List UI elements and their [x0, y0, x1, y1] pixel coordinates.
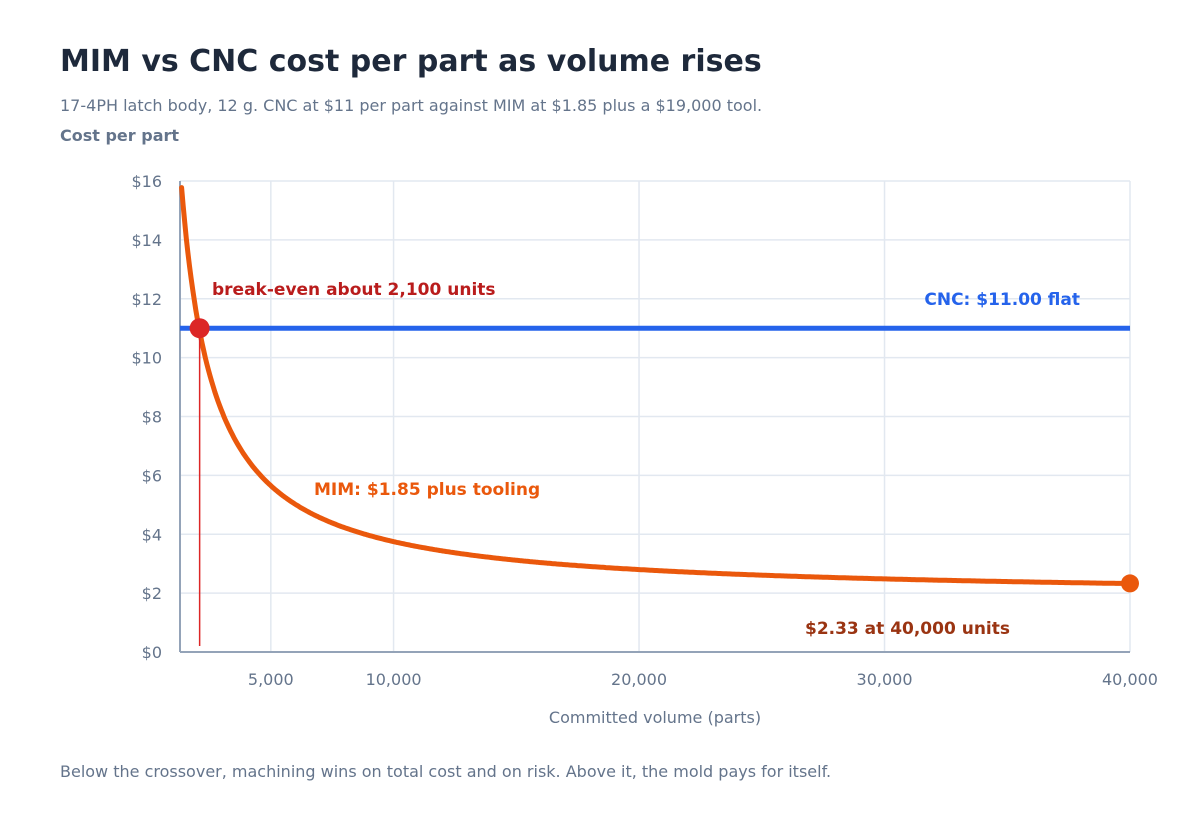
chart-title: MIM vs CNC cost per part as volume rises [60, 44, 762, 79]
y-axis-title: Cost per part [60, 126, 180, 145]
tick-labels: $0 $2 $4 $6 $8 $10 $12 $14 $16 5,000 10,000 20,000 3… [131, 172, 1158, 689]
chart-subtitle: 17-4PH latch body, 12 g. CNC at $11 per … [60, 96, 763, 115]
y-tick-label: $10 [131, 349, 162, 368]
x-tick-label: 30,000 [857, 670, 913, 689]
y-tick-label: $12 [131, 290, 162, 309]
axes [179, 181, 1130, 653]
cnc-series-label: CNC: $11.00 flat [924, 290, 1080, 310]
y-tick-label: $4 [142, 525, 162, 544]
mim-series-label: MIM: $1.85 plus tooling [314, 480, 540, 500]
grid-lines [180, 180, 1131, 652]
x-axis-title: Committed volume (parts) [549, 708, 761, 727]
y-tick-label: $14 [131, 231, 162, 250]
y-tick-label: $16 [131, 172, 162, 191]
x-tick-label: 40,000 [1102, 670, 1158, 689]
y-tick-label: $0 [142, 643, 162, 662]
breakeven-label: break-even about 2,100 units [212, 280, 496, 300]
y-tick-label: $2 [142, 584, 162, 603]
series [179, 185, 1133, 587]
breakeven-point [189, 318, 210, 339]
annotations: break-even about 2,100 units $2.33 at 40,… [189, 280, 1139, 646]
mim-endpoint-point [1121, 574, 1139, 593]
x-tick-label: 20,000 [611, 670, 667, 689]
footnote: Below the crossover, machining wins on t… [60, 762, 832, 781]
x-tick-label: 5,000 [248, 670, 294, 689]
mim-series-line [179, 185, 1133, 587]
y-tick-label: $6 [142, 466, 162, 485]
y-tick-label: $8 [142, 408, 162, 427]
x-tick-label: 10,000 [366, 670, 422, 689]
mim-endpoint-label: $2.33 at 40,000 units [805, 619, 1010, 639]
